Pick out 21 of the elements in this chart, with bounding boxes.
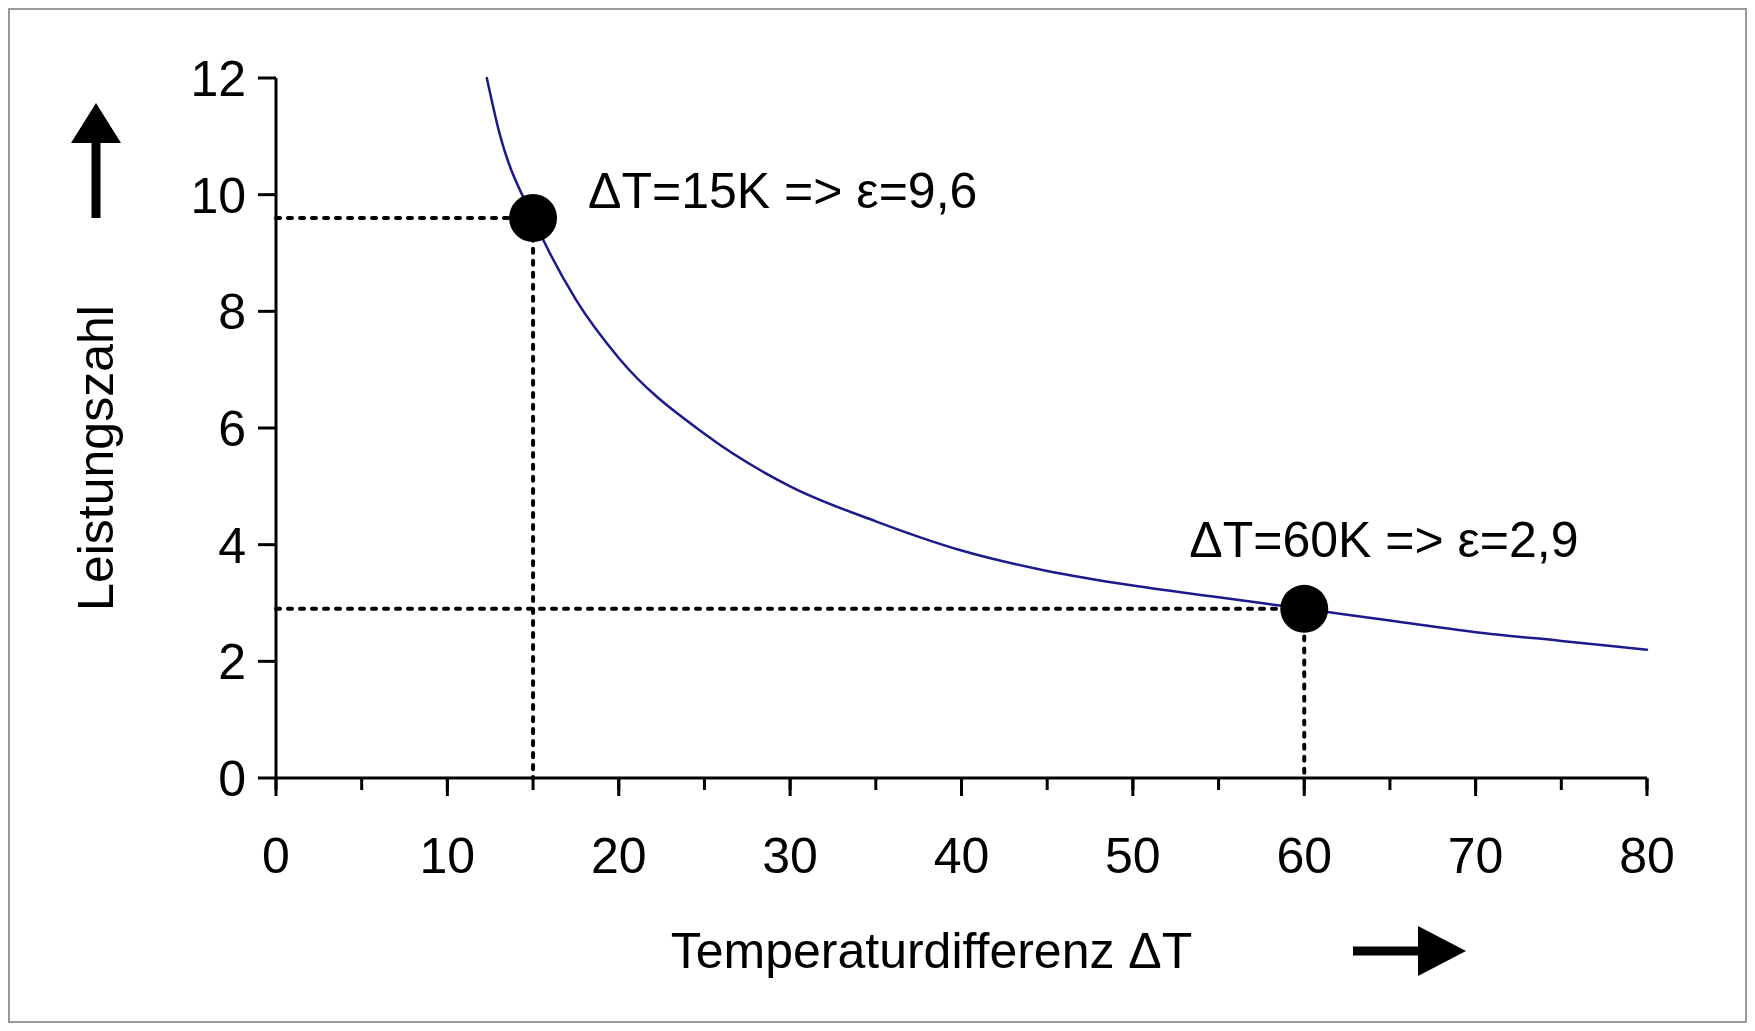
x-tick-label: 10	[419, 828, 476, 884]
annotation: ΔT=15K => ε=9,6	[588, 163, 978, 219]
x-axis-title: Temperaturdifferenz ΔT	[670, 923, 1193, 979]
annotation: ΔT=60K => ε=2,9	[1189, 511, 1579, 568]
x-tick-label: 60	[1276, 828, 1333, 884]
x-tick-label: 20	[590, 828, 647, 884]
y-tick-label: 12	[190, 51, 246, 107]
y-tick-label: 0	[218, 751, 246, 807]
y-tick-label: 10	[190, 167, 246, 224]
line-series	[485, 76, 1649, 651]
y-tick-label: 2	[218, 634, 246, 691]
x-tick-label: 40	[933, 828, 990, 884]
x-tick-label: 0	[262, 828, 290, 884]
x-tick-label: 80	[1619, 828, 1675, 884]
x-tick-label: 30	[762, 828, 818, 884]
y-tick-label: 8	[218, 284, 246, 341]
x-tick-label: 70	[1447, 828, 1504, 884]
x-tick-label: 50	[1105, 828, 1161, 884]
y-tick-label: 6	[218, 401, 246, 457]
y-tick-label: 4	[218, 517, 246, 574]
y-axis-title: Leistungszahl	[68, 305, 124, 611]
